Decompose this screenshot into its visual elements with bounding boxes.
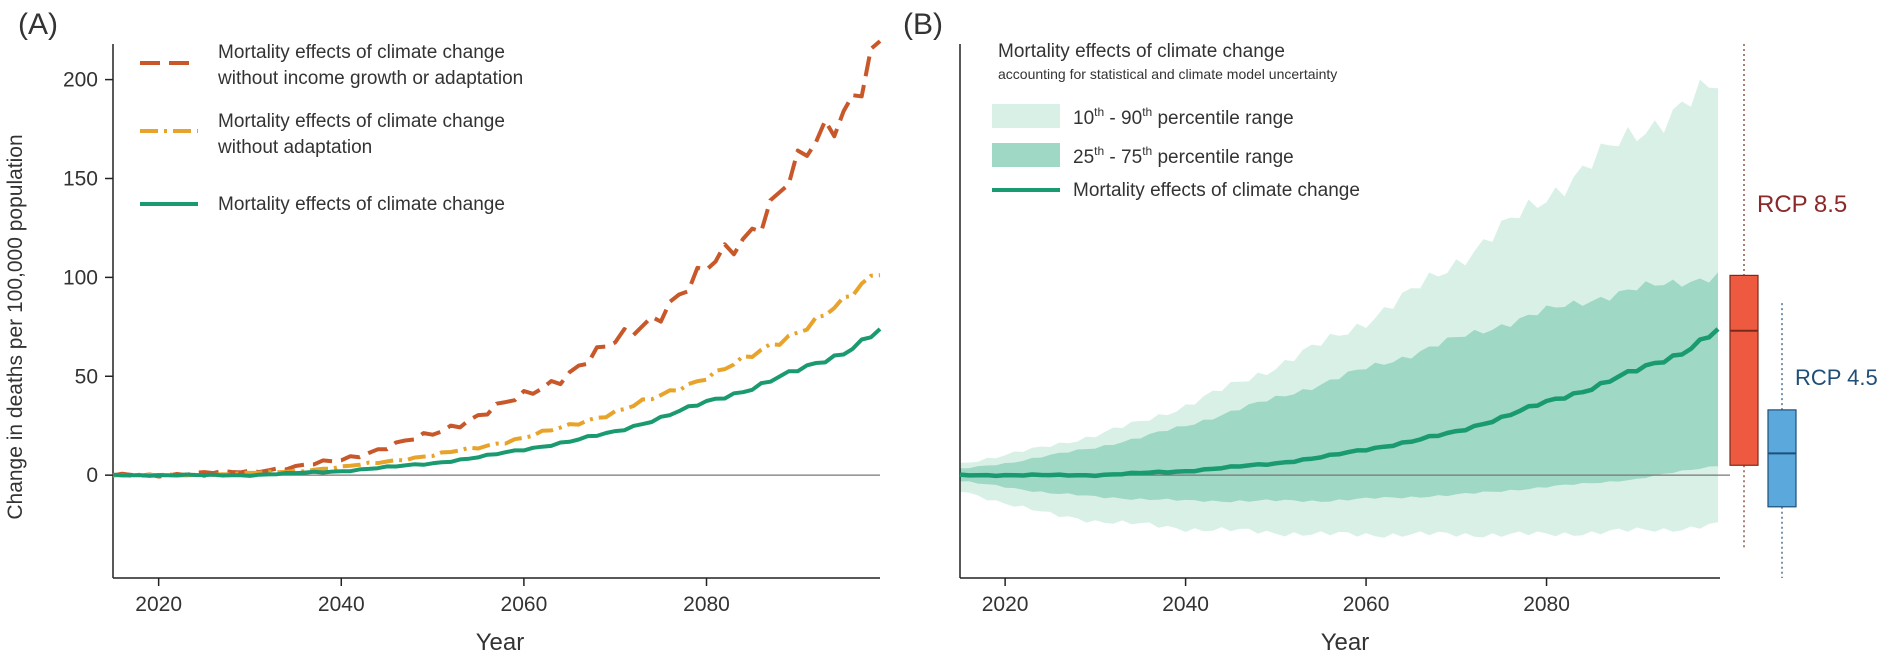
- legend-label-no-income-line1: Mortality effects of climate change: [218, 42, 505, 63]
- panel-a-y-axis-title: Change in deaths per 100,000 population: [4, 134, 27, 519]
- panel-a-x-axis-title: Year: [476, 629, 525, 656]
- series-line-full: [112, 327, 882, 478]
- x-tick-label: 2040: [1162, 593, 1209, 616]
- y-tick-label: 0: [86, 464, 98, 487]
- band-25-75-percentile: [960, 272, 1718, 503]
- panel-a-series: [112, 39, 882, 479]
- legend-label-inner-band: 25th - 75th percentile range: [1073, 144, 1294, 168]
- legend-label-outer-band: 10th - 90th percentile range: [1073, 105, 1294, 129]
- x-tick-label: 2080: [683, 593, 730, 616]
- panel-b-boxplots: RCP 8.5 RCP 4.5: [1729, 44, 1878, 578]
- panel-a-label: (A): [18, 8, 58, 41]
- legend-subtitle: accounting for statistical and climate m…: [998, 66, 1337, 82]
- legend-label-no-adapt-line1: Mortality effects of climate change: [218, 111, 505, 132]
- boxplot-label-rcp-8-5: RCP 8.5: [1757, 191, 1847, 218]
- panel-b-x-axis-title: Year: [1321, 629, 1370, 656]
- y-tick-label: 150: [63, 167, 98, 190]
- panel-b-bands: [960, 79, 1718, 538]
- y-tick-label: 100: [63, 266, 98, 289]
- panel-b-median-series: [959, 327, 1720, 479]
- panel-a-legend: Mortality effects of climate change with…: [140, 42, 523, 215]
- x-tick-label: 2060: [501, 593, 548, 616]
- y-tick-label: 50: [75, 365, 98, 388]
- legend-label-no-income-line2: without income growth or adaptation: [217, 68, 523, 89]
- y-tick-label: 200: [63, 69, 98, 92]
- series-line-median: [959, 327, 1720, 479]
- series-line-no-adapt: [112, 273, 881, 479]
- panel-b-ticks: 2020 2040 2060 2080: [982, 578, 1570, 616]
- x-tick-label: 2040: [318, 593, 365, 616]
- panel-a: (A) Change in deaths per 100,000 populat…: [4, 8, 882, 656]
- x-tick-label: 2020: [135, 593, 182, 616]
- panel-b-legend: Mortality effects of climate change acco…: [992, 41, 1360, 201]
- panel-b-label: (B): [903, 8, 943, 41]
- panel-a-ticks: 0 50 100 150 200 2020 2040 2060 2080: [63, 69, 730, 616]
- legend-label-full: Mortality effects of climate change: [218, 194, 505, 215]
- boxplot-label-rcp-4-5: RCP 4.5: [1795, 365, 1878, 390]
- boxplot-box-rcp-8-5: [1729, 274, 1759, 466]
- legend-title: Mortality effects of climate change: [998, 41, 1285, 62]
- legend-swatch-outer-band: [992, 104, 1060, 128]
- boxplot-box-rcp-4-5: [1767, 409, 1797, 508]
- x-tick-label: 2020: [982, 593, 1029, 616]
- x-tick-label: 2060: [1343, 593, 1390, 616]
- legend-swatch-inner-band: [992, 143, 1060, 167]
- legend-label-no-adapt-line2: without adaptation: [217, 137, 372, 158]
- panel-b: (B) Year 2020 2040 2060 2080 RCP 8.5 RCP 4.5…: [903, 8, 1878, 656]
- series-line-no-income: [112, 39, 882, 479]
- legend-label-median: Mortality effects of climate change: [1073, 180, 1360, 201]
- x-tick-label: 2080: [1523, 593, 1570, 616]
